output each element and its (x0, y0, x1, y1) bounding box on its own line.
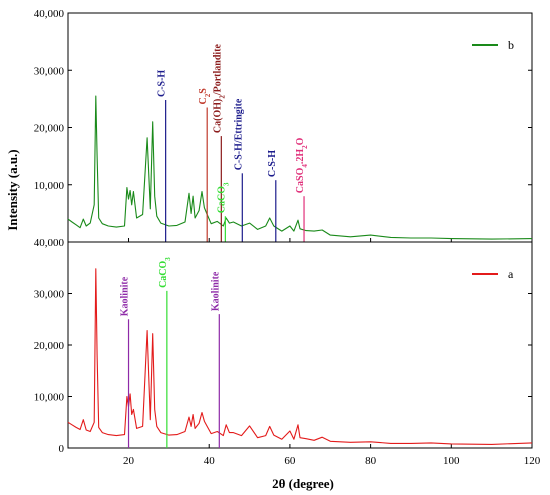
x-tick-label: 100 (443, 455, 460, 467)
y-tick-label: 20,000 (34, 340, 65, 352)
panel-top: 40,000 30,000 20,000 10,000 b C-S-H C2SCa(OH)2… (34, 8, 533, 243)
y-tick-label: 20,000 (34, 123, 65, 135)
series-line-b (67, 95, 533, 240)
annotation-label: CaCO3 (216, 182, 230, 213)
x-tick-label: 60 (284, 455, 296, 467)
legend-label-a: a (508, 267, 514, 281)
x-tick-label: 120 (524, 455, 541, 467)
annotation-label: Ca(OH)2/Portlandite (212, 43, 226, 133)
y-tick-label: 30,000 (34, 65, 65, 77)
y-tick-label: 0 (59, 443, 65, 455)
y-tick-label: 40,000 (34, 8, 65, 20)
annotation-label: C-S-H (157, 70, 168, 97)
x-tick-label: 20 (123, 455, 135, 467)
plot-frame-bottom (67, 241, 533, 449)
x-tick-label: 80 (365, 455, 377, 467)
annotation-label: C2S (198, 88, 212, 105)
annotation-label: C-S-H (267, 150, 278, 177)
panels: 40,000 30,000 20,000 10,000 b C-S-H C2SCa(OH)2… (34, 8, 541, 467)
annotation-label: Kaolinite (120, 276, 131, 316)
annotation-label: CaSO4.2H2O (295, 137, 309, 193)
x-axis-title: 2θ (degree) (272, 476, 334, 491)
panel-bottom: 40,000 30,000 20,000 10,000 0 20 40 60 80 100 120 a… (34, 237, 541, 467)
plot-frame-top (67, 12, 533, 243)
y-tick-label: 40,000 (34, 237, 65, 249)
annotation-label: CaCO3 (158, 257, 172, 288)
series-line-a (67, 268, 533, 445)
y-tick-label: 10,000 (34, 180, 65, 192)
y-tick-label: 10,000 (34, 392, 65, 404)
x-tick-label: 40 (204, 455, 216, 467)
legend-label-b: b (508, 38, 514, 52)
annotation-label: C-S-H/Ettringite (233, 98, 244, 170)
annotation-label: Kaolinite (210, 271, 221, 311)
y-tick-label: 30,000 (34, 289, 65, 301)
y-axis-title: Intensity (a.u.) (5, 149, 20, 230)
y-axis-title-text: Intensity (a.u.) (5, 149, 20, 230)
